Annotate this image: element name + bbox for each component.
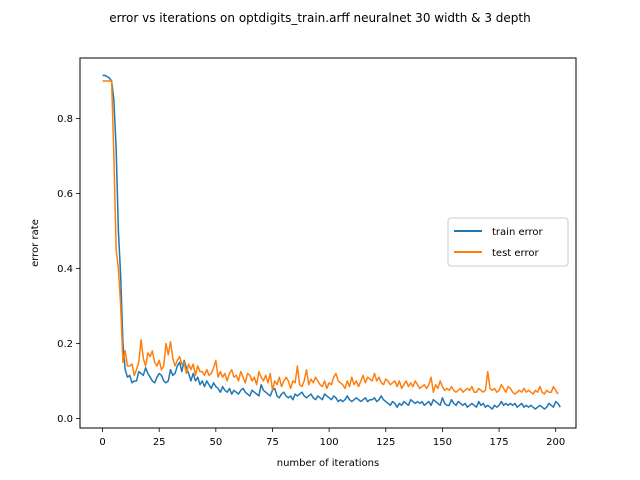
x-tick-label: 200: [546, 437, 565, 448]
chart-title: error vs iterations on optdigits_train.a…: [109, 11, 530, 25]
y-tick-label: 0.0: [57, 414, 73, 425]
x-axis: 0 25 50 75 100 125 150 175 200: [99, 428, 565, 448]
y-tick-label: 0.4: [57, 264, 73, 275]
y-tick-label: 0.8: [57, 114, 73, 125]
y-axis: 0.0 0.2 0.4 0.6 0.8: [57, 114, 80, 425]
x-tick-label: 25: [153, 437, 166, 448]
x-tick-label: 0: [99, 437, 105, 448]
y-axis-label: error rate: [30, 219, 41, 267]
legend-label-test: test error: [492, 248, 539, 259]
x-axis-label: number of iterations: [277, 458, 379, 469]
legend-label-train: train error: [492, 227, 544, 238]
x-tick-label: 75: [266, 437, 279, 448]
x-tick-label: 125: [376, 437, 395, 448]
legend: train error test error: [447, 217, 569, 267]
series-layer: [102, 74, 561, 410]
y-tick-label: 0.6: [57, 189, 73, 200]
x-tick-label: 150: [433, 437, 452, 448]
series-line-test-error: [102, 80, 559, 395]
x-tick-label: 175: [490, 437, 509, 448]
x-tick-label: 50: [209, 437, 222, 448]
series-line-train-error: [102, 74, 561, 410]
y-tick-label: 0.2: [57, 339, 73, 350]
x-tick-label: 100: [320, 437, 339, 448]
axes-frame: [79, 57, 577, 429]
